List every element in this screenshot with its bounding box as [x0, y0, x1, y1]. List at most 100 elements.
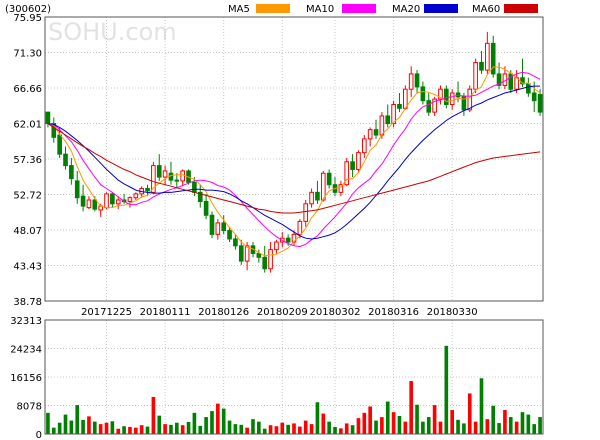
- date-tick-label: 20171225: [81, 307, 132, 318]
- volume-bar: [46, 412, 50, 434]
- candle-body: [537, 94, 543, 113]
- date-tick-label: 20180302: [310, 307, 361, 318]
- candle-body: [373, 129, 379, 136]
- date-tick-label: 20180330: [427, 307, 478, 318]
- date-tick-label: 20180111: [140, 307, 191, 318]
- volume-bar: [274, 426, 279, 434]
- volume-bar: [385, 401, 390, 434]
- price-tick-label: 52.72: [13, 190, 42, 201]
- volume-bar: [286, 424, 290, 434]
- volume-bar: [508, 417, 513, 434]
- candle-body: [490, 42, 496, 75]
- volume-bar: [409, 381, 413, 434]
- candle-body: [110, 193, 115, 205]
- candle-body: [379, 115, 385, 136]
- price-tick-label: 71.30: [13, 49, 42, 60]
- candle-body: [496, 73, 502, 86]
- volume-tick-label: 8078: [17, 402, 42, 413]
- candle-body: [233, 238, 238, 247]
- volume-bar: [139, 425, 144, 434]
- volume-bar: [380, 417, 384, 434]
- volume-bar: [145, 426, 150, 434]
- candle-body: [268, 249, 273, 270]
- volume-bar: [233, 424, 238, 434]
- volume-bar: [362, 412, 367, 434]
- volume-bar: [175, 422, 179, 434]
- volume-bar: [485, 419, 490, 434]
- candle-body: [274, 241, 279, 251]
- candle-body: [162, 170, 168, 178]
- ma5-line: [47, 66, 541, 257]
- volume-bar: [450, 410, 455, 434]
- candle-body: [432, 98, 437, 113]
- volume-bar: [163, 424, 167, 434]
- volume-bar: [491, 405, 496, 434]
- candle-body: [531, 92, 537, 102]
- volume-bar: [520, 412, 525, 434]
- volume-bar: [227, 420, 232, 434]
- volume-bar: [321, 413, 326, 434]
- grid: [45, 16, 543, 435]
- volume-bar: [503, 410, 507, 434]
- candle-body: [63, 153, 68, 167]
- candle-body: [385, 115, 391, 125]
- date-tick-label: 20180126: [198, 307, 249, 318]
- candle-body: [449, 92, 455, 105]
- volume-bar: [333, 426, 337, 434]
- legend-swatch-ma5: [256, 4, 290, 13]
- volume-bar: [479, 378, 484, 434]
- candle-body: [420, 86, 426, 102]
- candle-body: [244, 245, 250, 262]
- volume-bar: [216, 403, 220, 434]
- volume-bar: [532, 424, 537, 434]
- volume-bar: [98, 424, 103, 434]
- candle-body: [320, 172, 326, 201]
- candle-body: [180, 170, 185, 182]
- volume-bar: [526, 414, 531, 434]
- candle-body: [461, 96, 467, 111]
- volume-bar: [339, 428, 343, 434]
- volume-tick-label: 0: [36, 430, 42, 440]
- candle-body: [356, 152, 361, 170]
- candle-body: [485, 42, 490, 71]
- candle-body: [350, 161, 355, 170]
- candle-body: [227, 230, 232, 240]
- price-tick-label: 38.78: [13, 297, 42, 308]
- candle-body: [174, 179, 180, 182]
- volume-bar: [69, 420, 74, 434]
- volume-bar: [87, 416, 91, 434]
- volume-bars: [46, 345, 542, 434]
- candle-body: [127, 197, 133, 203]
- candle-body: [238, 245, 244, 262]
- candle-body: [315, 191, 320, 201]
- volume-bar: [374, 420, 378, 434]
- ma10-line: [47, 71, 541, 248]
- candle-body: [262, 256, 268, 270]
- volume-bar: [262, 428, 267, 434]
- volume-bar: [169, 424, 173, 434]
- volume-bar: [497, 423, 501, 434]
- candle-body: [256, 252, 262, 258]
- volume-bar: [444, 345, 449, 434]
- candle-body: [391, 103, 396, 125]
- date-tick-label: 20180316: [368, 307, 419, 318]
- volume-bar: [92, 421, 97, 434]
- candle-body: [473, 61, 478, 90]
- volume-bar: [415, 404, 419, 434]
- candle-body: [221, 222, 227, 232]
- candle-body: [309, 191, 314, 205]
- candle-body: [367, 129, 373, 140]
- legend-label-ma20: MA20: [392, 4, 420, 15]
- candle-body: [133, 193, 139, 199]
- candle-body: [438, 88, 443, 100]
- volume-bar: [473, 421, 478, 434]
- candle-body: [203, 201, 209, 216]
- candle-body: [69, 165, 74, 180]
- candle-body: [408, 73, 414, 90]
- candle-body: [192, 181, 197, 193]
- volume-bar: [116, 428, 121, 434]
- volume-bar: [198, 425, 203, 434]
- candle-body: [215, 222, 221, 235]
- candle-body: [426, 100, 432, 113]
